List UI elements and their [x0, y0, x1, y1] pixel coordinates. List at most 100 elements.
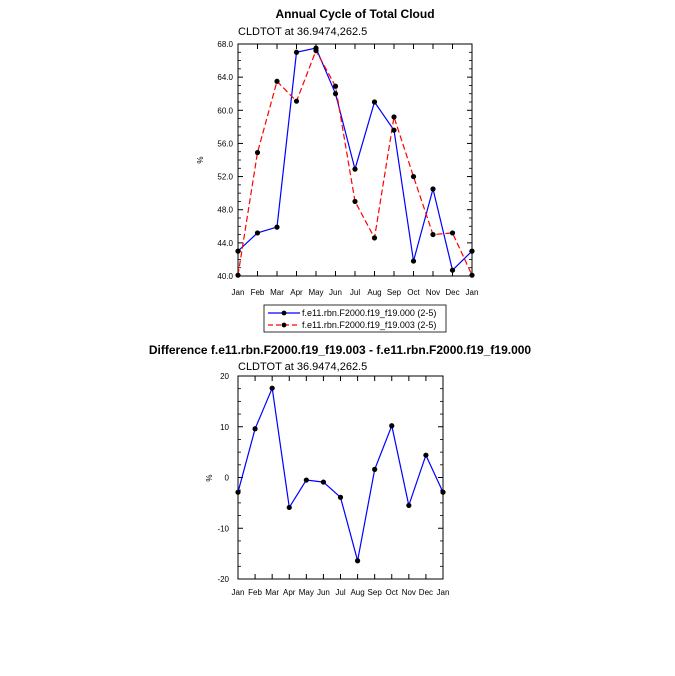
chart1-title: Annual Cycle of Total Cloud — [275, 7, 434, 21]
chart1-series-2-point — [371, 235, 378, 241]
chart1-series-2-point — [313, 48, 319, 54]
chart1-x-tick-label: Oct — [407, 288, 420, 297]
chart2-x-tick-label: Aug — [350, 588, 364, 597]
chart2-y-tick-label: -20 — [217, 575, 229, 584]
chart2-x-tick-label: Jan — [437, 588, 450, 597]
chart2-series-1-point — [440, 489, 446, 495]
chart1-series-1-point — [391, 127, 397, 133]
chart1-series-2-point — [274, 78, 280, 84]
chart2-series-1-point — [269, 385, 275, 391]
chart1-y-tick-label: 64.0 — [217, 73, 233, 82]
chart1-series-1-point — [371, 99, 378, 105]
chart2-y-tick-label: 0 — [225, 474, 230, 483]
chart2-series-1-point — [337, 494, 344, 500]
chart2-series-1-point — [286, 504, 292, 511]
chart1-x-tick-label: Jul — [350, 288, 360, 297]
chart2-series — [235, 385, 446, 564]
chart1-series-2-point — [469, 272, 475, 278]
chart2-x-tick-label: Jan — [232, 588, 245, 597]
chart1-y-tick-label: 44.0 — [217, 239, 233, 248]
chart1-y-tick-label: 52.0 — [217, 173, 233, 182]
chart1-series-1-point — [410, 258, 417, 264]
chart1-x-tick-label: Jan — [232, 288, 245, 297]
legend-marker-series-1 — [281, 310, 287, 316]
chart1-legend-box — [263, 304, 447, 333]
chart2-series-1-point — [235, 489, 241, 495]
chart2-series-1-point — [423, 452, 429, 458]
chart2-ticks: Jan Feb Mar Apr May Jun Jul Aug Sep Oct Nov Dec Jan-… — [217, 372, 449, 597]
chart1-x-tick-label: Dec — [445, 288, 459, 297]
chart1-x-tick-label: Jan — [466, 288, 479, 297]
chart2-x-tick-label: Sep — [368, 588, 383, 597]
chart1-series-2-point — [449, 230, 456, 236]
chart1-series-1-point — [469, 248, 475, 254]
chart1-series-2-line — [237, 49, 473, 276]
chart1-plot-frame — [237, 43, 473, 277]
chart2-series-1-point — [389, 423, 395, 429]
chart2-x-tick-label: Jun — [317, 588, 330, 597]
chart1-series-1-point — [332, 91, 339, 97]
chart1-legend: f.e11.rbn.F2000.f19_f19.000 (2-5) f.e11.… — [263, 304, 447, 333]
chart1-subtitle: CLDTOT at 36.9474,262.5 — [238, 26, 367, 38]
chart1-y-tick-label: 40.0 — [217, 272, 233, 281]
chart1-series-1-point — [235, 248, 241, 254]
chart1-series-2-point — [410, 173, 417, 180]
chart1-series-1-point — [274, 224, 280, 230]
chart1-series-2-point — [332, 83, 339, 89]
chart1-x-tick-label: Feb — [251, 288, 265, 297]
chart1-series-1-point — [293, 49, 300, 55]
chart1-x-tick-label: Jun — [329, 288, 342, 297]
chart2-x-tick-label: Feb — [248, 588, 262, 597]
chart1-x-tick-label: Mar — [270, 288, 284, 297]
chart2-series-1-point — [320, 479, 327, 485]
chart2-plot-frame — [237, 375, 444, 580]
legend-marker-series-2 — [281, 322, 287, 328]
chart1-x-tick-label: Sep — [387, 288, 402, 297]
chart1-series-1-point — [449, 267, 456, 273]
chart1-x-tick-label: Aug — [367, 288, 381, 297]
chart2-x-tick-label: Jul — [335, 588, 345, 597]
chart1-y-tick-label: 68.0 — [217, 40, 233, 49]
chart1-ticks: Jan Feb Mar Apr May Jun Jul Aug Sep Oct Nov Dec Jan 4… — [217, 40, 478, 297]
chart2-y-tick-label: 20 — [220, 372, 229, 381]
chart2-x-tick-label: Mar — [265, 588, 279, 597]
chart1-x-tick-label: May — [308, 288, 323, 297]
chart2-x-tick-label: Dec — [419, 588, 433, 597]
chart1-series-1-point — [352, 166, 358, 172]
difference-chart: Difference f.e11.rbn.F2000.f19_f19.003 -… — [149, 343, 532, 597]
chart1-series-1-line — [237, 47, 473, 272]
chart2-x-tick-label: Oct — [386, 588, 399, 597]
chart1-series-2-point — [430, 231, 436, 238]
chart1-series-2-point — [352, 198, 358, 205]
chart2-y-tick-label: -10 — [217, 524, 229, 533]
chart2-series-1-point — [372, 466, 378, 472]
chart1-y-tick-label: 56.0 — [217, 139, 233, 148]
chart2-y-axis-label: % — [205, 474, 214, 481]
chart2-series-1-point — [354, 558, 361, 564]
chart1-y-axis-label: % — [196, 156, 205, 163]
chart2-series-1-point — [252, 426, 258, 432]
chart2-x-tick-label: Apr — [283, 588, 296, 597]
chart2-series-1-point — [406, 502, 412, 509]
chart1-series-2-point — [293, 98, 300, 104]
chart1-series-2-point — [254, 149, 261, 156]
chart1-x-tick-label: Apr — [290, 288, 303, 297]
chart2-series-1-line — [237, 385, 444, 561]
legend-label-series-1: f.e11.rbn.F2000.f19_f19.000 (2-5) — [302, 308, 436, 318]
chart1-series-2-point — [235, 272, 241, 278]
chart2-title: Difference f.e11.rbn.F2000.f19_f19.003 -… — [149, 343, 532, 357]
chart1-series — [235, 45, 475, 278]
chart1-series-1-point — [430, 186, 436, 192]
chart1-series-1-point — [254, 230, 261, 236]
chart1-y-tick-label: 48.0 — [217, 206, 233, 215]
chart2-subtitle: CLDTOT at 36.9474,262.5 — [238, 361, 367, 373]
chart2-series-1-point — [303, 477, 309, 483]
chart2-y-tick-label: 10 — [220, 423, 229, 432]
chart2-x-tick-label: Nov — [402, 588, 416, 597]
annual-cycle-chart: Annual Cycle of Total Cloud CLDTOT at 36… — [196, 7, 478, 333]
legend-label-series-2: f.e11.rbn.F2000.f19_f19.003 (2-5) — [302, 320, 436, 330]
chart2-x-tick-label: May — [299, 588, 314, 597]
chart1-y-tick-label: 60.0 — [217, 106, 233, 115]
chart1-series-2-point — [391, 114, 397, 120]
